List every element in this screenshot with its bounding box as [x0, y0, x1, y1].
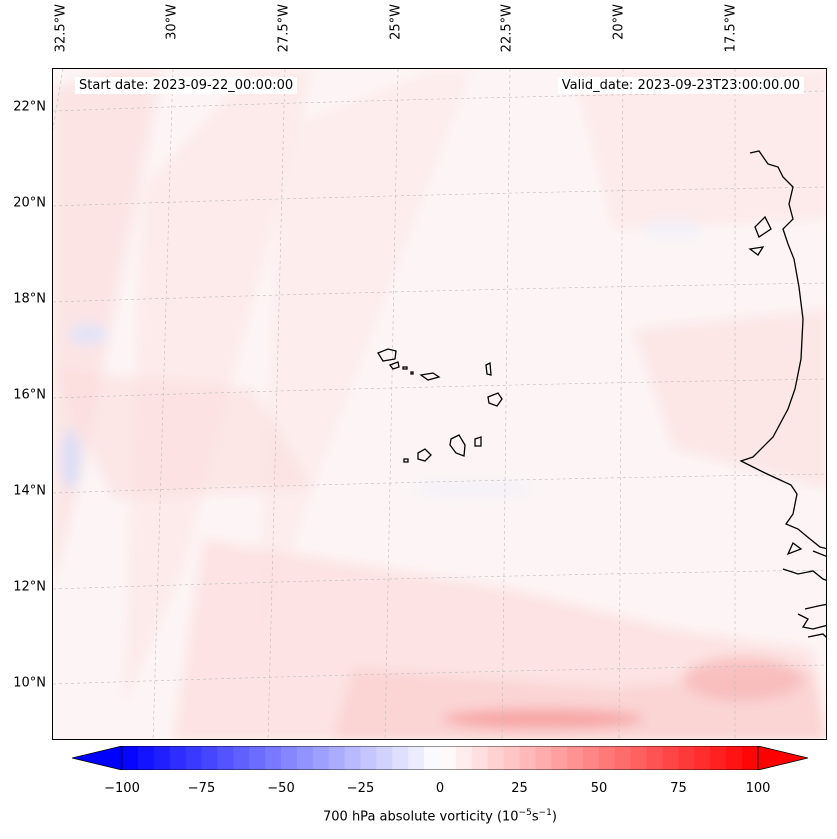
colorbar-segment: [535, 746, 552, 770]
colorbar-arrow-max: [757, 746, 808, 770]
colorbar-segment: [376, 746, 393, 770]
colorbar-segment: [551, 746, 568, 770]
colorbar-tick-label: −50: [267, 781, 295, 796]
colorbar-segment: [614, 746, 632, 770]
colorbar-segment: [281, 746, 298, 770]
coastline: [739, 150, 826, 638]
colorbar-segment: [328, 746, 346, 770]
lon-label-20w: 20°W: [611, 4, 627, 40]
colorbar-tick-label: 75: [670, 781, 687, 796]
colorbar-segment: [694, 746, 711, 770]
map-panel[interactable]: [52, 68, 827, 740]
colorbar-segment: [344, 746, 361, 770]
colorbar-segment: [201, 746, 218, 770]
colorbar-segment: [137, 746, 155, 770]
colorbar-segment: [392, 746, 409, 770]
colorbar-segment: [678, 746, 695, 770]
colorbar-tick-label: 50: [590, 781, 608, 796]
colorbar-segment: [567, 746, 584, 770]
colorbar-tick-label: 25: [511, 781, 528, 796]
colorbar-segment: [169, 746, 187, 770]
lon-label-32-5w: 32.5°W: [53, 4, 69, 53]
lat-label-18n: 18°N: [13, 291, 46, 307]
lon-label-30w: 30°W: [164, 4, 180, 40]
vorticity-field: [53, 69, 826, 739]
colorbar-segment: [726, 746, 743, 770]
colorbar-segment: [630, 746, 648, 770]
vorticity-map: [53, 69, 826, 739]
colorbar-segment: [408, 746, 425, 770]
lon-label-17-5w: 17.5°W: [723, 4, 739, 53]
cabo-verde-islands: [377, 348, 503, 463]
colorbar-arrow-min: [72, 746, 123, 770]
colorbar-segment: [519, 746, 536, 770]
colorbar-segment: [424, 746, 441, 770]
colorbar-segment: [662, 746, 679, 770]
graticule: [53, 69, 826, 739]
colorbar: [72, 746, 808, 770]
colorbar-segment: [153, 746, 171, 770]
colorbar-label: 700 hPa absolute vorticity (10−5s−1): [323, 808, 557, 825]
colorbar-segment: [265, 746, 282, 770]
colorbar-segment: [249, 746, 266, 770]
colorbar-tick-label: −25: [346, 781, 375, 796]
colorbar-segment: [646, 746, 664, 770]
colorbar-segment: [122, 746, 139, 770]
colorbar-segment: [599, 746, 616, 770]
colorbar-tick-label: −75: [187, 781, 216, 796]
lat-label-22n: 22°N: [13, 99, 46, 115]
colorbar-segments: [122, 746, 759, 770]
lon-label-25w: 25°W: [388, 4, 404, 40]
lat-label-20n: 20°N: [13, 195, 46, 211]
lon-label-22-5w: 22.5°W: [499, 4, 515, 53]
colorbar-segment: [710, 746, 727, 770]
start-date-label: Start date: 2023-09-22_00:00:00: [75, 77, 298, 94]
colorbar-segment: [742, 746, 759, 770]
colorbar-segment: [471, 746, 489, 770]
colorbar-segment: [217, 746, 234, 770]
colorbar-segment: [487, 746, 505, 770]
lat-label-12n: 12°N: [13, 579, 46, 595]
colorbar-tick-label: 100: [745, 781, 771, 796]
colorbar-tick-label: 0: [435, 781, 445, 796]
colorbar-segment: [233, 746, 250, 770]
lat-label-10n: 10°N: [13, 675, 46, 691]
colorbar-segment: [583, 746, 600, 770]
colorbar-segment: [360, 746, 377, 770]
lat-label-14n: 14°N: [13, 483, 46, 499]
colorbar-segment: [185, 746, 202, 770]
lat-label-16n: 16°N: [13, 387, 46, 403]
lon-label-27-5w: 27.5°W: [276, 4, 292, 53]
colorbar-segment: [503, 746, 520, 770]
valid-date-label: Valid_date: 2023-09-23T23:00:00.00: [557, 77, 804, 94]
colorbar-segment: [296, 746, 314, 770]
colorbar-segment: [455, 746, 473, 770]
colorbar-tick-label: −100: [104, 781, 140, 796]
colorbar-segment: [440, 746, 457, 770]
colorbar-segment: [312, 746, 330, 770]
